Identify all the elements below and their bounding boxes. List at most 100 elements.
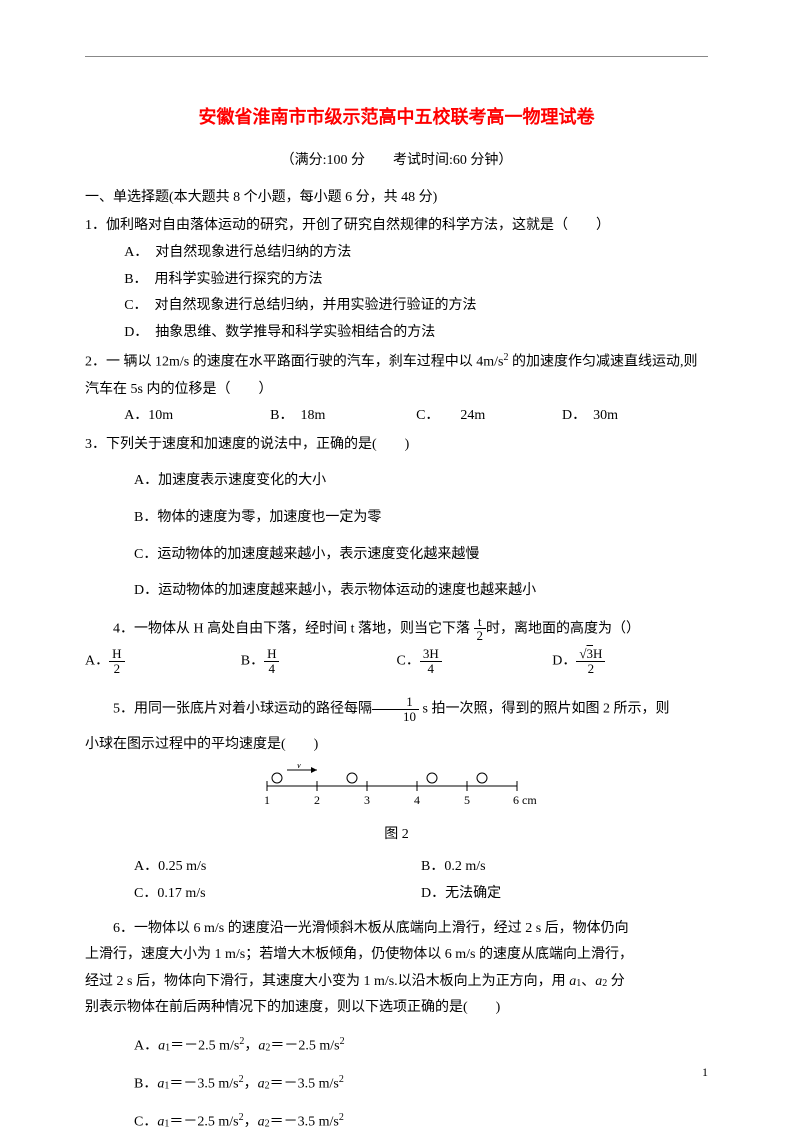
- svg-text:1: 1: [264, 793, 270, 807]
- q6-l3a: 经过 2 s 后，物体向下滑行，其速度大小变为 1 m/s.以沿木板向上为正方向…: [85, 974, 569, 989]
- q5-opt-c: C．0.17 m/s: [134, 881, 421, 908]
- page-number: 1: [702, 1061, 708, 1084]
- question-1: 1．伽利略对自由落体运动的研究，开创了研究自然规律的科学方法，这就是（ ） A．…: [85, 213, 708, 346]
- q1-stem: 1．伽利略对自由落体运动的研究，开创了研究自然规律的科学方法，这就是（ ）: [85, 213, 708, 240]
- frac: H4: [264, 647, 279, 675]
- q5-opt-b: B．0.2 m/s: [421, 854, 708, 881]
- q3-stem: 3．下列关于速度和加速度的说法中，正确的是( ): [85, 432, 708, 459]
- opt-label: B．: [134, 1077, 157, 1092]
- frac-den: 4: [264, 662, 279, 676]
- var-a2: a: [258, 1077, 265, 1092]
- q2-opt-c: C． 24m: [416, 403, 562, 430]
- q4-opt-c: C．3H4: [397, 647, 553, 675]
- frac-den: 2: [109, 662, 124, 676]
- q1-opt-d: D． 抽象思维、数学推导和科学实验相结合的方法: [85, 320, 708, 347]
- q4-stem-b: 时，离地面的高度为（）: [486, 621, 640, 636]
- svg-text:4: 4: [414, 793, 420, 807]
- txt: ，: [244, 1115, 258, 1130]
- txt: ，: [244, 1077, 258, 1092]
- var-a2: a: [258, 1115, 265, 1130]
- q5-opts-row2: C．0.17 m/s D．无法确定: [85, 881, 708, 908]
- page-title: 安徽省淮南市市级示范高中五校联考高一物理试卷: [85, 100, 708, 134]
- q5-stem-a: 5．用同一张底片对着小球运动的路径每隔: [113, 702, 372, 717]
- q5-frac: 110: [372, 695, 419, 723]
- frac-num: 1: [372, 695, 419, 710]
- q3-opt-c: C．运动物体的加速度越来越小，表示速度变化越来越慢: [85, 542, 708, 569]
- txt: ＝－2.5 m/s: [270, 1039, 339, 1054]
- q2-options: A．10m B． 18m C． 24m D． 30m: [85, 403, 708, 430]
- q6-opt-b: B．a1＝－3.5 m/s2，a2＝－3.5 m/s2: [85, 1070, 708, 1098]
- opt-label: B．: [241, 653, 264, 668]
- frac-num: 3H: [420, 647, 442, 662]
- opt-label: C．: [397, 653, 420, 668]
- q6-line2: 上滑行，速度大小为 1 m/s；若增大木板倾角，仍使物体以 6 m/s 的速度从…: [85, 942, 708, 969]
- q4-stem-a: 4．一物体从 H 高处自由下落，经时间 t 落地，则当它下落: [113, 621, 474, 636]
- frac-den: 2: [474, 629, 487, 643]
- q2-stem-a: 2．一 辆以 12m/s 的速度在水平路面行驶的汽车，刹车过程中以 4m/s: [85, 355, 503, 370]
- txt: ＝－3.5 m/s: [270, 1077, 339, 1092]
- svg-text:2: 2: [314, 793, 320, 807]
- q4-frac-t: t2: [474, 615, 487, 643]
- q6-line3: 经过 2 s 后，物体向下滑行，其速度大小变为 1 m/s.以沿木板向上为正方向…: [85, 969, 708, 996]
- svg-text:6 cm: 6 cm: [513, 793, 537, 807]
- q1-opt-c: C． 对自然现象进行总结归纳，并用实验进行验证的方法: [85, 293, 708, 320]
- q4-opt-b: B．H4: [241, 647, 397, 675]
- q6-l3c: 分: [607, 974, 625, 989]
- svg-text:5: 5: [464, 793, 470, 807]
- q5-stem: 5．用同一张底片对着小球运动的路径每隔110 s 拍一次照，得到的照片如图 2 …: [85, 695, 708, 723]
- question-2: 2．一 辆以 12m/s 的速度在水平路面行驶的汽车，刹车过程中以 4m/s2 …: [85, 348, 708, 429]
- frac-num: H: [109, 647, 124, 662]
- frac-den: 10: [372, 710, 419, 724]
- question-6: 6．一物体以 6 m/s 的速度沿一光滑倾斜木板从底端向上滑行，经过 2 s 后…: [85, 916, 708, 1137]
- q1-opt-b: B． 用科学实验进行探究的方法: [85, 267, 708, 294]
- q4-opt-a: A．H2: [85, 647, 241, 675]
- q6-line1: 6．一物体以 6 m/s 的速度沿一光滑倾斜木板从底端向上滑行，经过 2 s 后…: [85, 916, 708, 943]
- q5-opt-d: D．无法确定: [421, 881, 708, 908]
- question-5: 5．用同一张底片对着小球运动的路径每隔110 s 拍一次照，得到的照片如图 2 …: [85, 695, 708, 907]
- q6-opt-c: C．a1＝－2.5 m/s2，a2＝－3.5 m/s2: [85, 1108, 708, 1136]
- q6-l3b: 、: [581, 974, 595, 989]
- q2-opt-d: D． 30m: [562, 403, 708, 430]
- page-subtitle: （满分:100 分 考试时间:60 分钟）: [85, 148, 708, 175]
- q2-opt-a: A．10m: [124, 403, 270, 430]
- q3-opt-b: B．物体的速度为零，加速度也一定为零: [85, 505, 708, 532]
- txt: ＝－2.5 m/s: [169, 1115, 238, 1130]
- q4-opt-d: D．√3H2: [552, 647, 708, 675]
- frac-num: t: [474, 615, 487, 630]
- q5-figure: v 1 2 3 4 5 6 cm: [85, 764, 708, 820]
- q5-opt-a: A．0.25 m/s: [134, 854, 421, 881]
- section-heading: 一、单选择题(本大题共 8 个小题，每小题 6 分，共 48 分): [85, 185, 708, 212]
- q1-opt-a: A． 对自然现象进行总结归纳的方法: [85, 240, 708, 267]
- q2-stem: 2．一 辆以 12m/s 的速度在水平路面行驶的汽车，刹车过程中以 4m/s2 …: [85, 348, 708, 403]
- sup-2: 2: [340, 1036, 345, 1047]
- opt-label: A．: [85, 653, 109, 668]
- question-4: 4．一物体从 H 高处自由下落，经时间 t 落地，则当它下落 t2时，离地面的高…: [85, 615, 708, 676]
- q6-opt-a: A．a1＝－2.5 m/s2，a2＝－2.5 m/s2: [85, 1032, 708, 1060]
- q2-opt-b: B． 18m: [270, 403, 416, 430]
- num-post: H: [593, 646, 602, 661]
- txt: ＝－2.5 m/s: [170, 1039, 239, 1054]
- radic-sign: √: [579, 646, 586, 661]
- txt: ＝－3.5 m/s: [270, 1115, 339, 1130]
- frac-den: 2: [576, 662, 605, 676]
- q5-stem-b: s 拍一次照，得到的照片如图 2 所示，则: [419, 702, 669, 717]
- ruler-diagram: v 1 2 3 4 5 6 cm: [257, 764, 537, 809]
- svg-text:3: 3: [364, 793, 370, 807]
- frac: 3H4: [420, 647, 442, 675]
- q5-stem-c: 小球在图示过程中的平均速度是( ): [85, 732, 708, 759]
- q5-fig-caption: 图 2: [85, 822, 708, 849]
- opt-label: A．: [134, 1039, 158, 1054]
- q3-opt-a: A．加速度表示速度变化的大小: [85, 468, 708, 495]
- var-a1: a: [157, 1115, 164, 1130]
- sup-2: 2: [339, 1074, 344, 1085]
- txt: ，: [244, 1039, 258, 1054]
- q3-opt-d: D．运动物体的加速度越来越小，表示物体运动的速度也越来越小: [85, 578, 708, 605]
- opt-label: C．: [134, 1115, 157, 1130]
- frac: H2: [109, 647, 124, 675]
- header-rule: [85, 56, 708, 57]
- txt: ＝－3.5 m/s: [169, 1077, 238, 1092]
- opt-label: D．: [552, 653, 576, 668]
- q6-line4: 别表示物体在前后两种情况下的加速度，则以下选项正确的是( ): [85, 995, 708, 1022]
- svg-text:v: v: [296, 764, 301, 771]
- q4-options: A．H2 B．H4 C．3H4 D．√3H2: [85, 647, 708, 675]
